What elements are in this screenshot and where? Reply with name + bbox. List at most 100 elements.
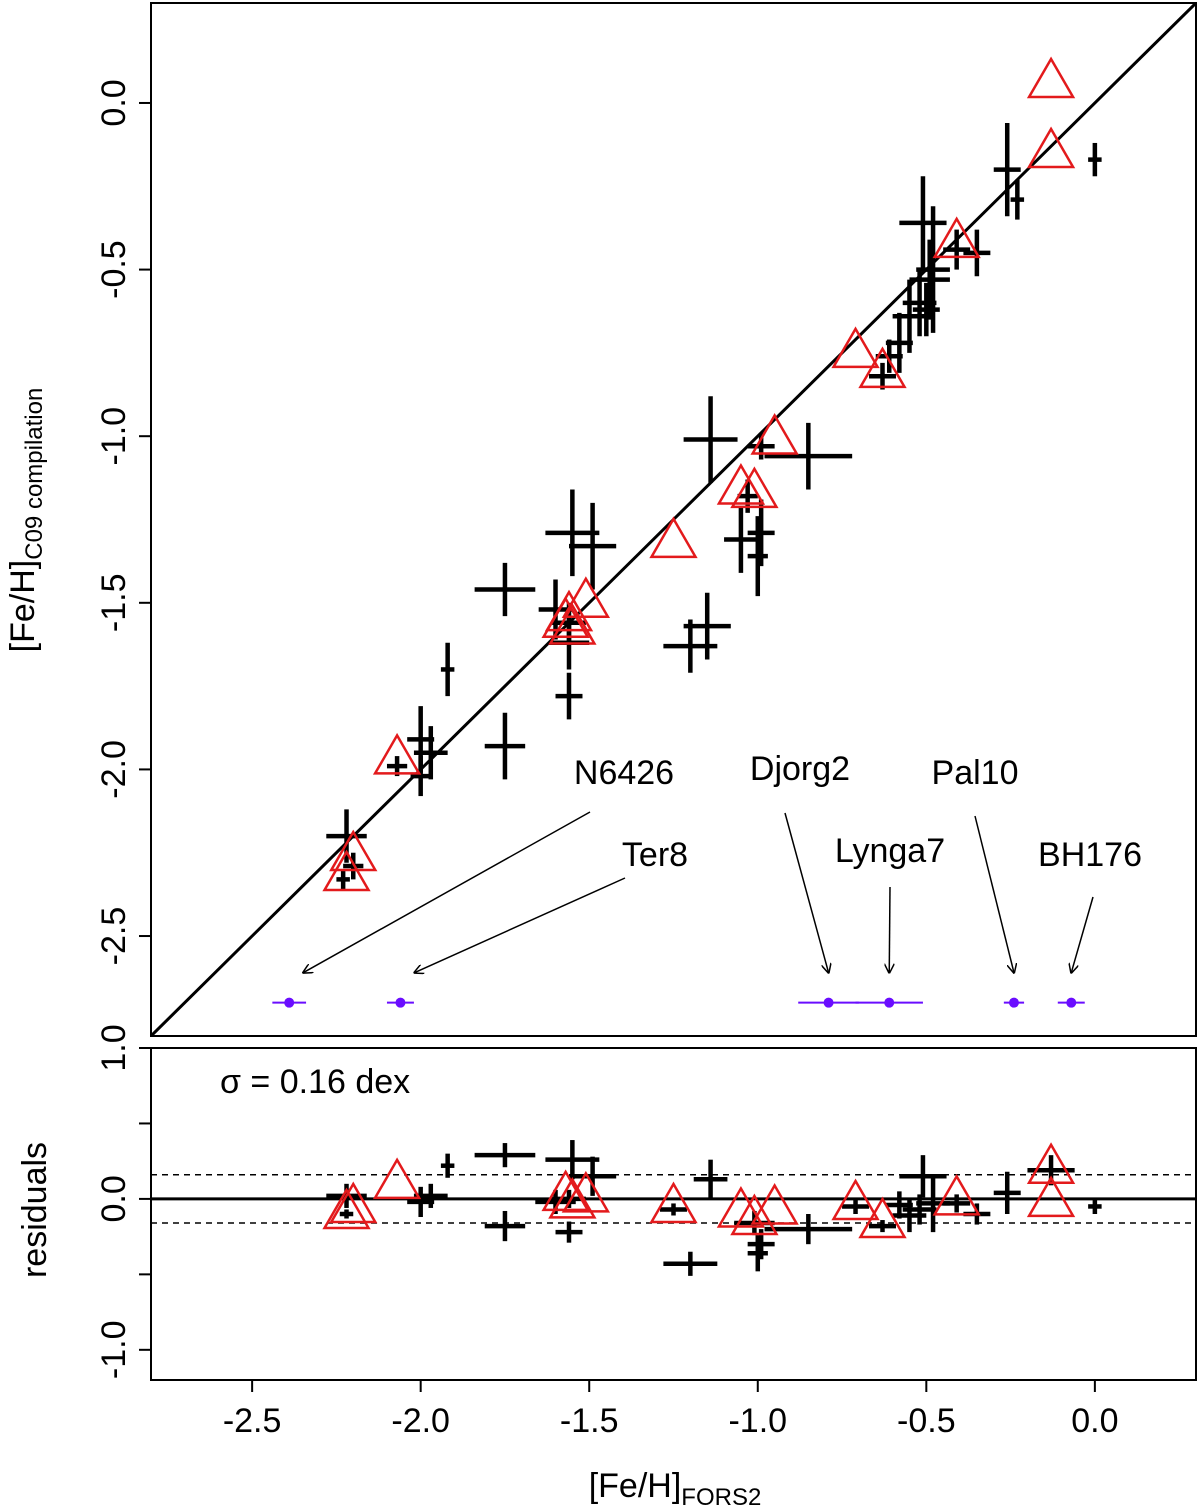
data-point-cross-10: [869, 1220, 896, 1233]
data-point-cross-23: [555, 1221, 583, 1243]
y-axis-label-main-panel: [Fe/H]C09 compilation: [4, 388, 48, 653]
sigma-annotation: σ = 0.16 dex: [220, 1063, 410, 1101]
x-tick-label-4: -0.5: [897, 1402, 956, 1440]
data-point-cross-20: [545, 1140, 600, 1180]
x-tick-label-0: -2.5: [223, 1402, 282, 1440]
upper-limit-point-3: [855, 997, 923, 1008]
triangle-marker-0: [1026, 56, 1076, 99]
x-axis-label: [Fe/H]FORS2: [589, 1467, 762, 1508]
triangle-marker-6: [730, 1193, 779, 1236]
triangle-marker-0: [1026, 1142, 1076, 1184]
triangle-marker-2: [932, 216, 981, 259]
data-point-cross-31: [440, 642, 455, 697]
data-point-cross-11: [869, 362, 896, 390]
triangle-marker-12: [548, 602, 597, 645]
label-n6426: N6426: [574, 754, 674, 792]
data-point-cross-17: [663, 1251, 718, 1276]
upper-limit-point-0: [272, 997, 307, 1008]
data-point-cross-5: [909, 239, 950, 320]
data-point-cross-24: [474, 562, 536, 617]
x-tick-label-5: 0.0: [1071, 1402, 1118, 1440]
triangle-marker-4: [831, 1178, 880, 1221]
data-point-cross-9: [885, 1191, 913, 1219]
label-djorg2: Djorg2: [750, 750, 850, 788]
residual-panel-frame: [150, 1047, 1197, 1381]
triangle-marker-9: [561, 1170, 611, 1213]
y-tick-label-main-3: -1.0: [95, 407, 133, 466]
triangle-marker-3: [831, 326, 880, 369]
data-point-cross-12: [764, 1214, 853, 1245]
upper-limit-dot: [1008, 997, 1019, 1008]
y-axis-label-main: [Fe/H]: [4, 560, 42, 653]
data-point-cross-1: [993, 122, 1021, 217]
triangle-marker-5: [750, 413, 799, 455]
label-lynga7: Lynga7: [835, 832, 945, 870]
triangle-marker-13: [372, 732, 422, 775]
data-point-cross-1: [1027, 1155, 1075, 1186]
data-point-cross-12: [943, 229, 971, 270]
y-tick-label-main-1: -2.0: [95, 740, 133, 799]
data-point-cross-0: [1088, 142, 1102, 177]
x-axis-label-sub: FORS2: [681, 1484, 761, 1508]
data-point-cross-10: [875, 339, 903, 373]
main-panel: [151, 3, 1196, 1036]
triangle-marker-12: [372, 1157, 422, 1200]
upper-limit-point-1: [386, 997, 414, 1008]
y-tick-label-main-0: -2.5: [95, 907, 133, 966]
data-point-cross-26: [440, 1153, 455, 1178]
triangle-marker-11: [541, 1169, 590, 1212]
axes-layer: -2.5 -2.0 -1.5 -1.0 -0.5 0.0 -2.5 -2.0 -1.5 -1.0 -…: [95, 79, 1119, 1440]
data-point-cross-3: [899, 176, 947, 270]
triangle-marker-2: [932, 1173, 981, 1216]
upper-limit-dot: [395, 997, 406, 1008]
upper-limit-point-5: [1057, 997, 1085, 1008]
y-axis-label-residuals: residuals: [16, 1142, 54, 1278]
triangle-marker-14: [329, 829, 378, 872]
label-bh176: BH176: [1038, 836, 1142, 874]
data-point-cross-23: [569, 502, 617, 590]
triangle-marker-7: [730, 466, 779, 509]
triangle-marker-6: [716, 463, 766, 505]
data-point-cross-17: [724, 506, 758, 573]
triangle-marker-5: [750, 1182, 799, 1225]
triangle-marker-11: [541, 596, 590, 639]
upper-limit-point-4: [1003, 997, 1025, 1008]
y-tick-label-main-5: 0.0: [95, 79, 133, 126]
x-tick-label-2: -1.5: [560, 1402, 619, 1440]
triangle-marker-13: [329, 1181, 378, 1224]
triangle-marker-10: [548, 1176, 597, 1219]
data-point-cross-15: [764, 422, 853, 490]
triangle-marker-7: [716, 1185, 766, 1228]
data-point-cross-16: [693, 1159, 728, 1199]
main-panel-frame: [150, 2, 1197, 1037]
y-tick-label-res-2: 0.0: [95, 1175, 133, 1222]
y-tick-label-main-2: -1.5: [95, 574, 133, 633]
arrow-djorg2: [784, 812, 829, 973]
residual-panel: [151, 1140, 1196, 1276]
arrow-lynga7: [889, 886, 890, 973]
arrow-ter8: [414, 877, 626, 973]
triangle-marker-4: [858, 346, 907, 389]
data-point-cross-24: [474, 1143, 536, 1168]
data-point-cross-19: [569, 1156, 617, 1196]
triangle-marker-8: [649, 1181, 698, 1224]
data-point-cross-29: [555, 672, 583, 720]
data-point-cross-18: [660, 1203, 687, 1216]
triangle-marker-9: [561, 576, 611, 619]
data-point-cross-38: [336, 869, 350, 890]
triangle-marker-8: [649, 516, 698, 559]
data-point-cross-28: [407, 1186, 435, 1218]
label-pal10: Pal10: [932, 754, 1019, 792]
triangle-marker-1: [1026, 126, 1076, 169]
data-point-cross-30: [339, 1209, 354, 1219]
data-point-cross-7: [912, 282, 940, 337]
upper-limit-dot: [284, 997, 295, 1008]
data-point-cross-19: [747, 516, 768, 597]
x-tick-label-3: -1.0: [728, 1402, 787, 1440]
triangle-marker-15: [322, 849, 371, 892]
data-point-cross-2: [993, 1171, 1021, 1214]
y-tick-label-res-4: 1.0: [95, 1024, 133, 1071]
data-point-cross-25: [484, 1210, 526, 1242]
upper-limit-dot: [1066, 997, 1077, 1008]
